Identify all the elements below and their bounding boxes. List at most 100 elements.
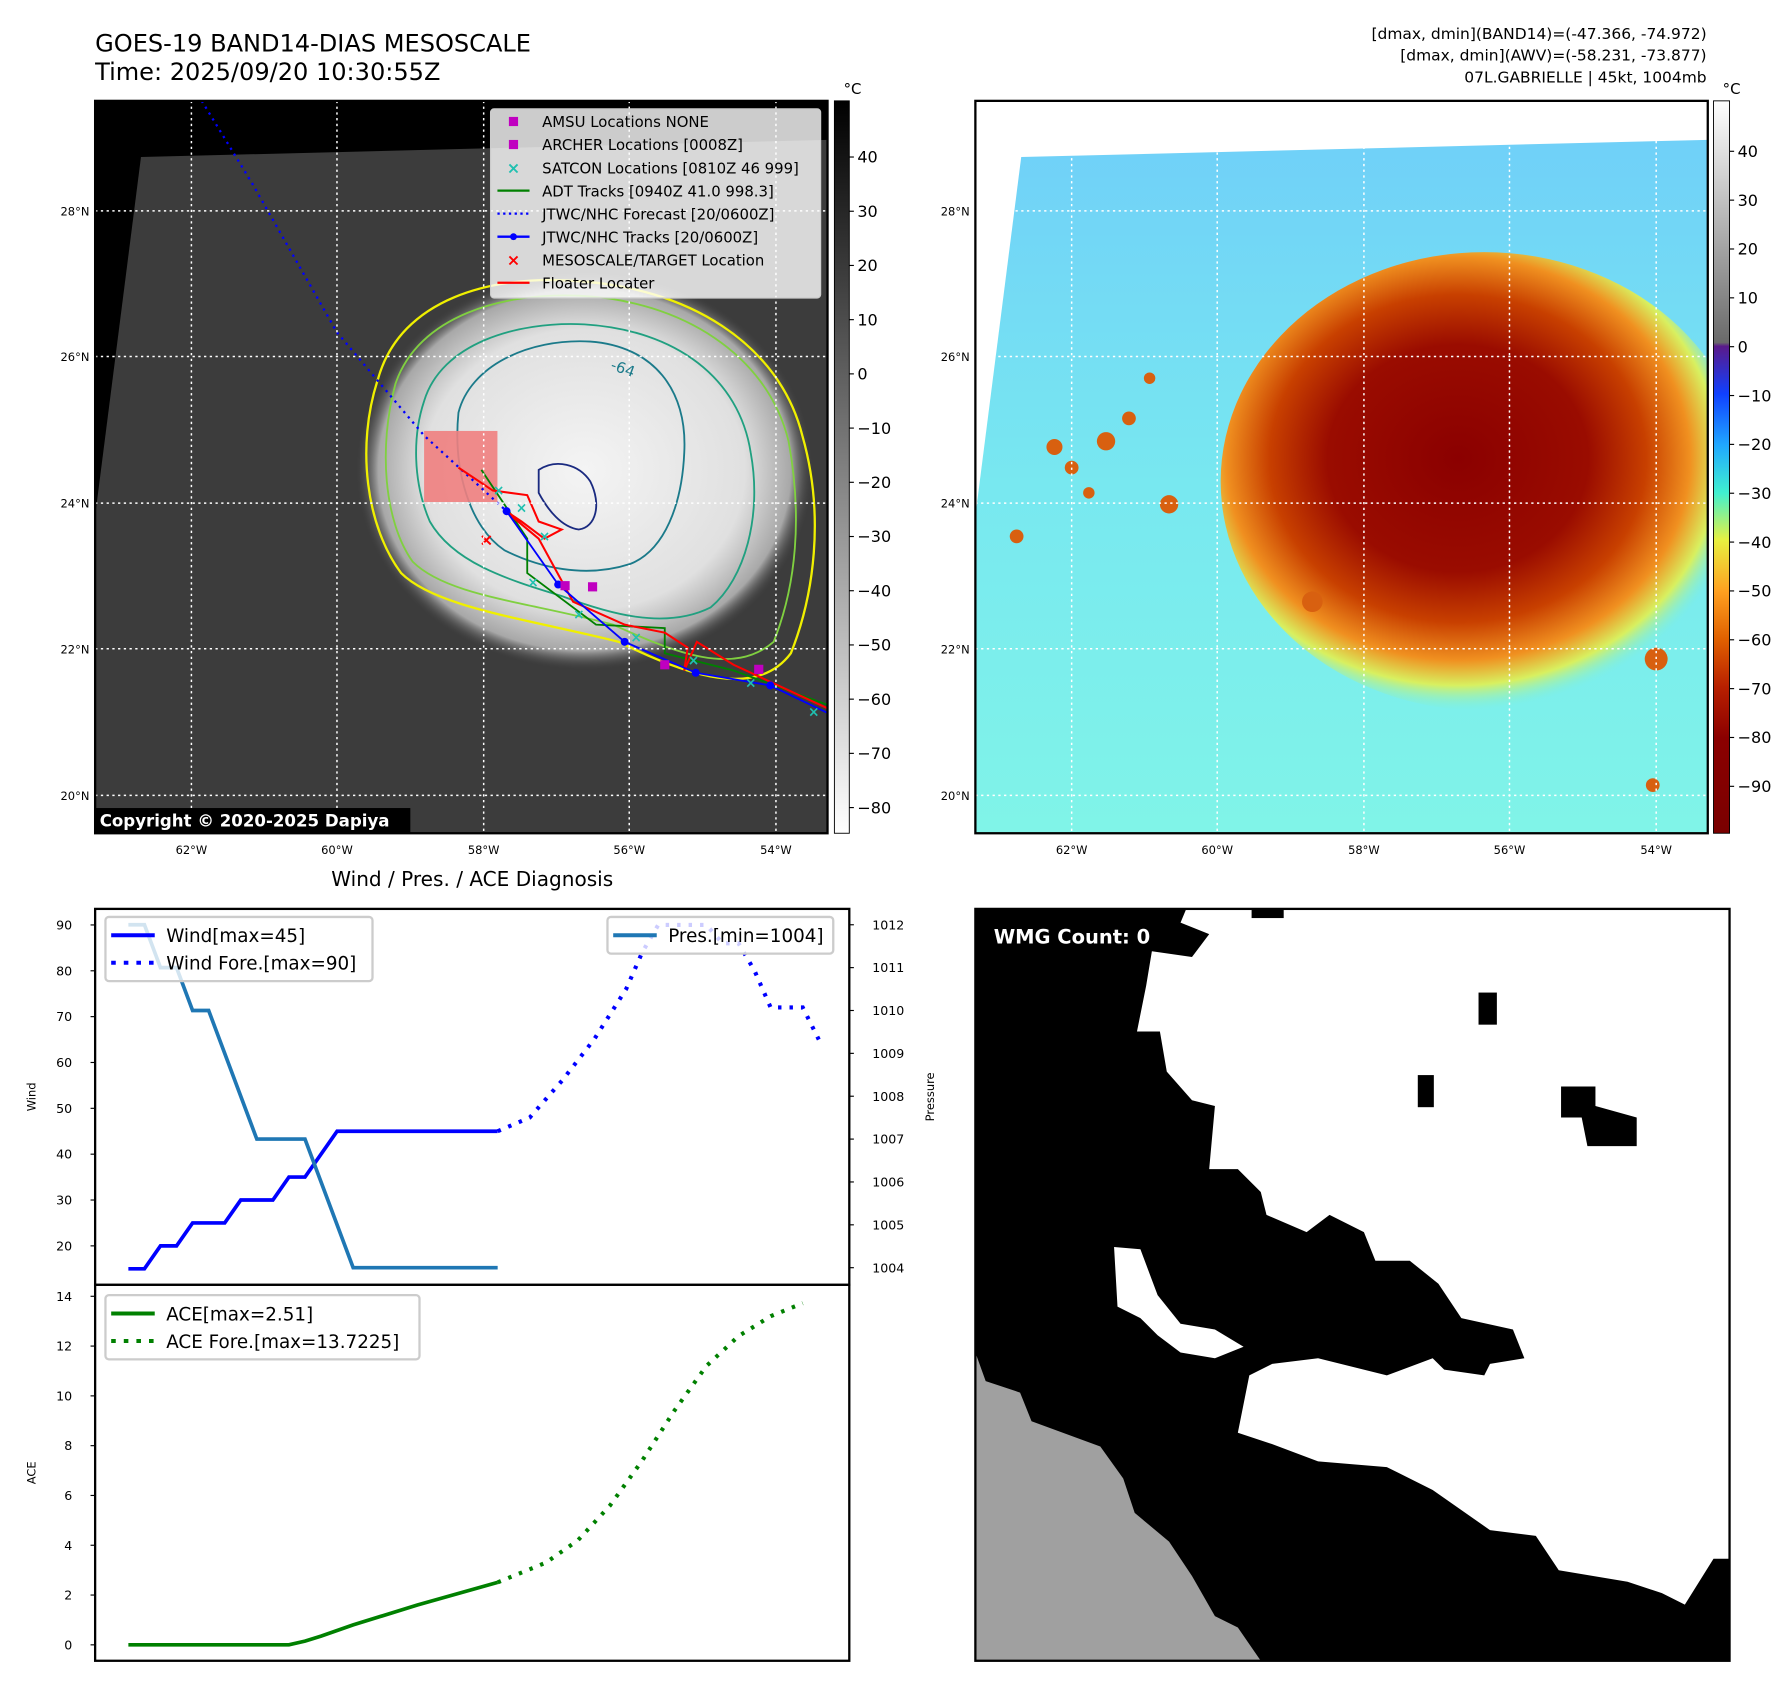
- svg-text:×: ×: [573, 607, 585, 623]
- jtwc-track-points: [502, 507, 775, 690]
- wind-axis-label: Wind: [25, 1082, 39, 1111]
- colorbar-right-unit: °C: [1723, 80, 1741, 98]
- legend-label: AMSU Locations NONE: [542, 113, 709, 131]
- ir-map-panel: -64 ××××××××× × AMSU Locations NONEARCHE…: [95, 100, 828, 834]
- wmg-black-cell: [1478, 992, 1497, 1025]
- colorbar-tick-label: −30: [1738, 484, 1772, 503]
- wmg-black-cell: [1561, 1086, 1637, 1147]
- wind-pressure-chart: 20 30 40 50 60 70 80 90 1004 1005 1006 1007 1008 1009…: [56, 907, 904, 1286]
- square-marker-icon: [508, 116, 519, 127]
- lat-label: 22°N: [941, 642, 970, 656]
- colorbar-right: [1713, 100, 1731, 834]
- y2-tick-label: 1005: [872, 1217, 904, 1232]
- lon-label: 62°W: [176, 843, 208, 857]
- legend-item: Floater Locater: [497, 274, 655, 292]
- colorbar-left: [833, 100, 850, 834]
- series-line-wind: [128, 1129, 498, 1271]
- colorbar-tick-label: −60: [857, 690, 891, 709]
- lon-label: 54°W: [1640, 843, 1672, 857]
- y2-tick-label: 1011: [872, 960, 904, 975]
- colorbar-tick-label: −30: [857, 527, 891, 546]
- contour-teal: [415, 323, 756, 620]
- y-tick-label: 80: [56, 963, 72, 978]
- satcon-markers: × × × × × × × × ×: [493, 483, 820, 720]
- y-tick-label: 2: [64, 1588, 72, 1603]
- svg-text:×: ×: [688, 653, 700, 669]
- legend-label: ADT Tracks [0940Z 41.0 998.3]: [542, 182, 774, 200]
- colorbar-tick-label: −10: [1738, 386, 1772, 405]
- y2-tick-label: 1008: [872, 1089, 904, 1104]
- lat-label: 28°N: [61, 204, 90, 218]
- ace-chart: 0 2 4 6 8 10 12 14 ACE[max=2.51] ACE Fore.[max=13…: [56, 1283, 851, 1662]
- legend-label: JTWC/NHC Tracks [20/0600Z]: [541, 228, 758, 246]
- chart-legend-label: Wind Fore.[max=90]: [166, 954, 356, 975]
- jtwc-track: [505, 510, 828, 714]
- awv-map-panel: [975, 100, 1708, 834]
- chart-legend: [104, 915, 374, 983]
- right-map-frame: [974, 99, 1709, 835]
- y2-tick-label: 1004: [872, 1260, 904, 1275]
- legend-label: SATCON Locations [0810Z 46 999]: [542, 159, 799, 177]
- wmg-panel: [975, 908, 1730, 1661]
- chart-legend-label: Wind[max=45]: [166, 926, 305, 947]
- info-awv: [dmax, dmin](AWV)=(-58.231, -73.877): [1400, 47, 1706, 65]
- colorbar-tick-label: −70: [857, 744, 891, 763]
- colorbar-left-unit: °C: [844, 80, 862, 98]
- x-marker-icon: ×: [507, 158, 520, 177]
- y-tick-label: 12: [56, 1339, 72, 1354]
- colorbar-left-ticks: 40 30 20 10 0 −10 −20 −30 −40 −50 −60 −70 −80: [849, 148, 891, 817]
- lat-label: 26°N: [941, 350, 970, 364]
- y2-tick-label: 1007: [872, 1132, 904, 1147]
- y-tick-label: 30: [56, 1193, 72, 1208]
- legend-label: MESOSCALE/TARGET Location: [542, 251, 764, 269]
- info-band14: [dmax, dmin](BAND14)=(-47.366, -74.972): [1371, 25, 1706, 43]
- y-tick-label: 60: [56, 1055, 72, 1070]
- square-marker-icon: [508, 139, 519, 150]
- lat-label: 22°N: [61, 642, 90, 656]
- svg-text:×: ×: [745, 676, 757, 692]
- colorbar-tick-label: 0: [857, 365, 867, 384]
- legend-item: ADT Tracks [0940Z 41.0 998.3]: [497, 182, 774, 200]
- legend-item: × MESOSCALE/TARGET Location: [507, 250, 765, 269]
- svg-text:×: ×: [630, 630, 642, 646]
- legend-item: × SATCON Locations [0810Z 46 999]: [507, 158, 799, 177]
- lon-label: 60°W: [321, 843, 353, 857]
- lon-label: 58°W: [468, 843, 500, 857]
- svg-text:×: ×: [516, 500, 528, 516]
- wmg-white-hole: [1114, 1247, 1244, 1359]
- y-tick-label: 90: [56, 918, 72, 933]
- chart-legend: [104, 1294, 421, 1361]
- floater-track: [457, 466, 828, 710]
- svg-text:×: ×: [527, 575, 539, 591]
- copyright-text: Copyright © 2020-2025 Dapiya: [100, 811, 390, 830]
- contour-cyan: [456, 340, 686, 572]
- figure-time: Time: 2025/09/20 10:30:55Z: [94, 58, 440, 86]
- y-tick-label: 14: [56, 1289, 72, 1304]
- figure-title: GOES-19 BAND14-DIAS MESOSCALE: [95, 30, 531, 58]
- y2-tick-label: 1009: [872, 1046, 904, 1061]
- lat-label: 26°N: [61, 350, 90, 364]
- legend-item: AMSU Locations NONE: [508, 113, 709, 131]
- target-location-marker: ×: [479, 531, 493, 551]
- lat-label: 28°N: [941, 204, 970, 218]
- y2-tick-label: 1010: [872, 1003, 904, 1018]
- map-legend: AMSU Locations NONE ARCHER Locations [000…: [489, 108, 822, 299]
- y-tick-label: 70: [56, 1009, 72, 1024]
- contour-cold-core: [537, 463, 598, 531]
- storm-cloud: [355, 269, 814, 671]
- wmg-black-cell: [1417, 1075, 1434, 1108]
- y-tick-label: 6: [64, 1488, 72, 1503]
- copyright-box: [95, 808, 411, 834]
- colorbar-tick-label: 0: [1738, 337, 1748, 356]
- left-map-axis-labels: 62°W 60°W 58°W 56°W 54°W 28°N 26°N 24°N 22°N 20°N: [61, 204, 792, 856]
- x-marker-icon: ×: [507, 250, 520, 269]
- y-tick-label: 8: [64, 1438, 72, 1453]
- series-line-ace: [128, 1580, 499, 1647]
- diagnosis-title: Wind / Pres. / ACE Diagnosis: [331, 867, 613, 891]
- lat-label: 20°N: [61, 789, 90, 803]
- colorbar-tick-label: −50: [1738, 582, 1772, 601]
- colorbar-tick-label: −20: [1738, 435, 1772, 454]
- map-gridlines: [975, 100, 1708, 834]
- series-line-wind-fore-: [496, 922, 821, 1134]
